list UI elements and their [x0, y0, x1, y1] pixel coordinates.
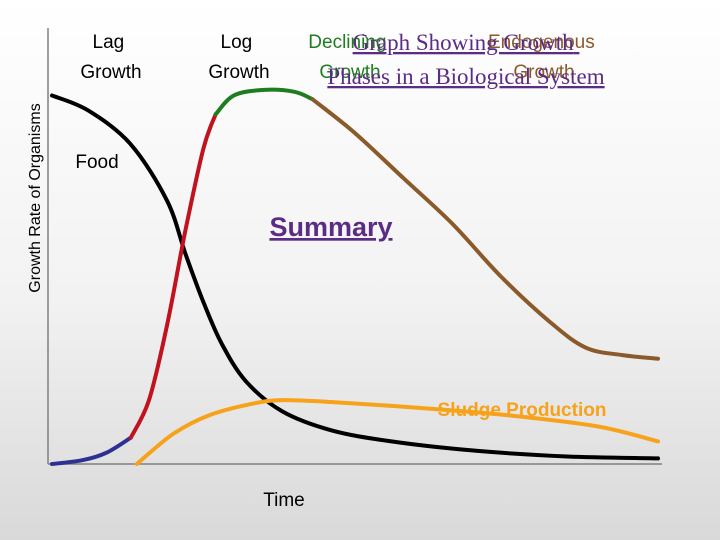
chart-title-line-1: Graph Showing Growth [353, 30, 575, 55]
series-log-growth-line [128, 112, 218, 440]
series-endogenous-growth-line [310, 97, 660, 361]
lag-label-line-1: Lag [93, 32, 125, 53]
series-group [50, 87, 660, 466]
summary-link[interactable]: Summary [269, 212, 392, 242]
series-lag-growth-line [50, 435, 133, 466]
chart-title: Graph Showing Growth Phases in a Biologi… [327, 30, 604, 89]
declining-label-line-2: Growth [319, 62, 380, 83]
endogenous-label-line-2: Growth [513, 62, 574, 83]
log-label-line-1: Log [221, 32, 253, 53]
log-growth-label: Log Growth [208, 32, 269, 83]
lag-label-line-2: Growth [80, 62, 141, 83]
declining-growth-label: Declining Growth [308, 32, 391, 83]
series-food-line [50, 93, 660, 461]
chart-title-line-2: Phases in a Biological System [327, 64, 604, 89]
declining-label-line-1: Declining [308, 32, 386, 53]
endogenous-label-line-1: Endogenous [488, 32, 595, 53]
sludge-production-label: Sludge Production [438, 400, 607, 421]
log-label-line-2: Growth [208, 62, 269, 83]
series-declining-growth-line [213, 87, 315, 117]
x-axis-label: Time [263, 490, 305, 511]
endogenous-growth-label: Endogenous Growth [488, 32, 600, 83]
food-label: Food [75, 152, 118, 173]
series-sludge-production-line [134, 398, 660, 466]
y-axis-label: Growth Rate of Organisms [27, 103, 44, 292]
lag-growth-label: Lag Growth [80, 32, 141, 83]
